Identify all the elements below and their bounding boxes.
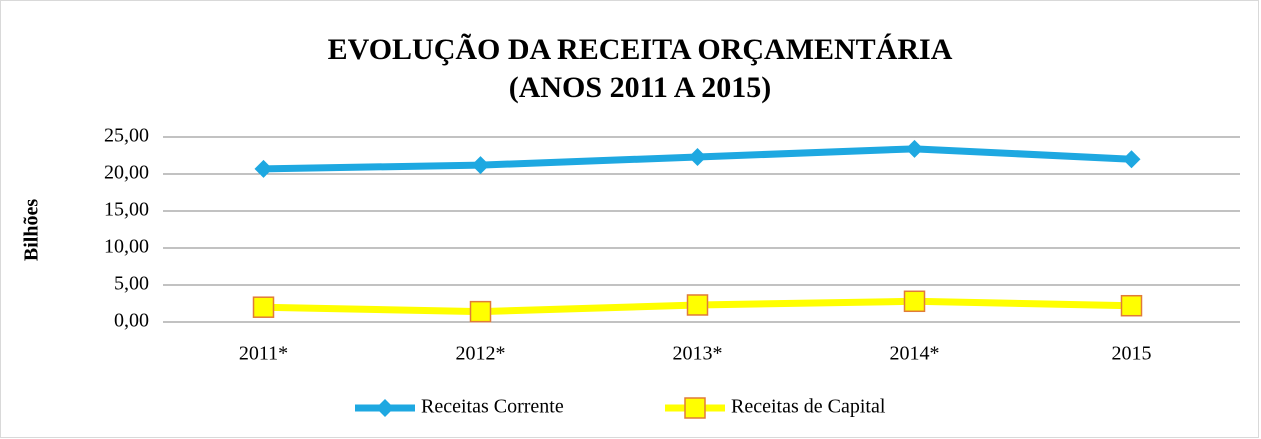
data-point [905,139,924,158]
data-point [469,300,492,323]
y-tick-label: 15,00 [104,199,149,221]
y-tick-label: 0,00 [114,310,149,332]
data-point [1120,294,1143,317]
y-axis-label: Bilhões [21,199,43,261]
data-point [471,156,490,175]
data-point [686,294,709,316]
x-tick-label: 2011* [239,343,288,365]
y-tick-label: 25,00 [104,125,149,147]
x-tick-label: 2014* [890,343,940,365]
y-tick-label: 20,00 [104,162,149,184]
data-point [903,290,926,313]
data-point [688,147,707,166]
x-tick-label: 2015 [1112,343,1152,365]
x-tick-label: 2012* [456,343,506,365]
legend-marker [376,399,394,417]
legend-label: Receitas de Capital [731,396,886,418]
y-tick-label: 10,00 [104,236,149,258]
chart-subtitle: (ANOS 2011 A 2015) [509,71,772,104]
chart-title: EVOLUÇÃO DA RECEITA ORÇAMENTÁRIA [328,33,953,66]
data-point [254,159,273,178]
legend-label: Receitas Corrente [421,396,564,418]
data-point [252,296,275,318]
y-tick-label: 5,00 [114,273,149,295]
data-point [1122,150,1141,169]
x-tick-label: 2013* [673,343,723,365]
legend-marker [684,397,706,419]
